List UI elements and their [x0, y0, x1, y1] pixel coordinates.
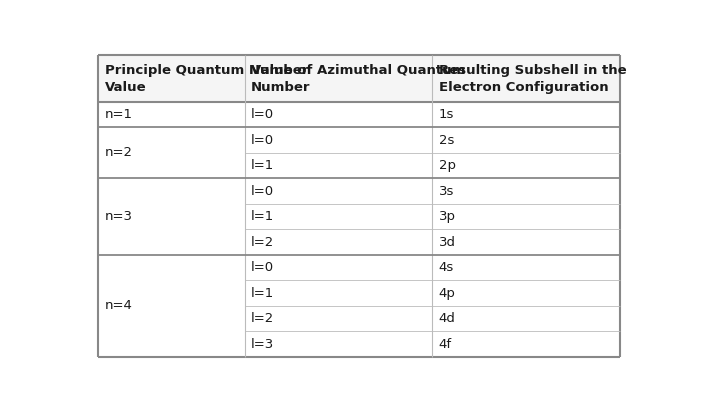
- Text: 4d: 4d: [439, 312, 456, 325]
- Text: 4s: 4s: [439, 261, 454, 274]
- Bar: [98, 331, 620, 357]
- Bar: [98, 306, 620, 331]
- Text: l=0: l=0: [251, 261, 274, 274]
- Text: n=4: n=4: [105, 299, 133, 313]
- Text: l=1: l=1: [251, 287, 274, 299]
- Bar: [98, 127, 620, 153]
- Bar: [98, 102, 620, 127]
- Text: l=1: l=1: [251, 210, 274, 223]
- Text: l=0: l=0: [251, 134, 274, 147]
- Bar: [98, 280, 620, 306]
- Text: 1s: 1s: [439, 108, 454, 121]
- Text: 3d: 3d: [439, 236, 456, 248]
- Text: Principle Quantum Number
Value: Principle Quantum Number Value: [105, 64, 308, 93]
- Text: 2s: 2s: [439, 134, 454, 147]
- Text: 4p: 4p: [439, 287, 456, 299]
- Text: 2p: 2p: [439, 159, 456, 172]
- Bar: [98, 178, 620, 204]
- Text: l=1: l=1: [251, 159, 274, 172]
- Text: Value of Azimuthal Quantum
Number: Value of Azimuthal Quantum Number: [251, 64, 465, 93]
- Bar: [98, 55, 620, 102]
- Text: n=1: n=1: [105, 108, 133, 121]
- Text: l=0: l=0: [251, 108, 274, 121]
- Text: 4f: 4f: [439, 337, 452, 350]
- Text: l=0: l=0: [251, 185, 274, 198]
- Text: l=3: l=3: [251, 337, 274, 350]
- Text: l=2: l=2: [251, 312, 274, 325]
- Text: 3s: 3s: [439, 185, 454, 198]
- Bar: [98, 153, 620, 178]
- Text: n=3: n=3: [105, 210, 133, 223]
- Text: 3p: 3p: [439, 210, 456, 223]
- Bar: [98, 229, 620, 255]
- Text: Resulting Subshell in the
Electron Configuration: Resulting Subshell in the Electron Confi…: [439, 64, 627, 93]
- Text: l=2: l=2: [251, 236, 274, 248]
- Bar: [98, 204, 620, 229]
- Bar: [98, 255, 620, 280]
- Text: n=2: n=2: [105, 146, 133, 160]
